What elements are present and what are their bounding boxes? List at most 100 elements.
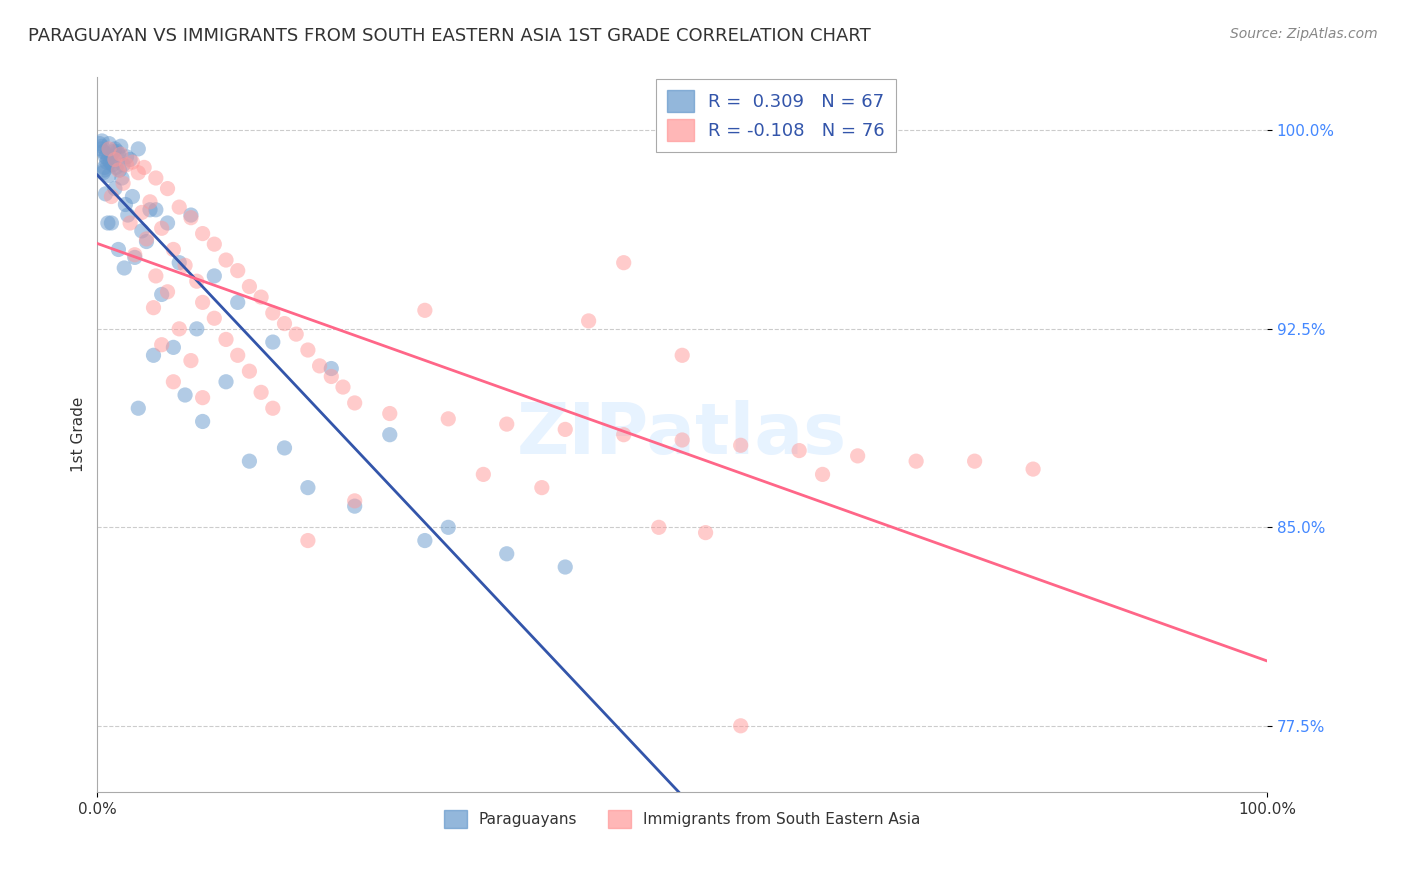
Point — [97, 216, 120, 230]
Point — [131, 224, 153, 238]
Point — [730, 719, 752, 733]
Point — [94, 186, 117, 201]
Point — [186, 274, 208, 288]
Point — [108, 163, 131, 178]
Point — [135, 235, 157, 249]
Point — [238, 364, 260, 378]
Point — [139, 202, 162, 217]
Point — [191, 391, 214, 405]
Point — [671, 433, 693, 447]
Point — [238, 454, 260, 468]
Point — [111, 171, 134, 186]
Point — [174, 258, 197, 272]
Point — [191, 414, 214, 428]
Point — [104, 181, 127, 195]
Point — [343, 396, 366, 410]
Point — [89, 136, 111, 151]
Point — [107, 243, 129, 257]
Point — [905, 454, 928, 468]
Point — [121, 155, 143, 169]
Point — [811, 467, 834, 482]
Point — [167, 200, 190, 214]
Point — [613, 427, 636, 442]
Point — [156, 181, 179, 195]
Point — [167, 255, 190, 269]
Point — [495, 417, 517, 431]
Point — [180, 211, 202, 225]
Point — [98, 155, 121, 169]
Point — [648, 520, 671, 534]
Point — [91, 145, 114, 159]
Point — [105, 145, 128, 159]
Point — [142, 348, 165, 362]
Point — [437, 412, 460, 426]
Point — [104, 142, 127, 156]
Point — [98, 169, 121, 183]
Point — [297, 481, 319, 495]
Point — [114, 197, 136, 211]
Point — [297, 533, 319, 548]
Point — [846, 449, 869, 463]
Point — [186, 322, 208, 336]
Point — [97, 153, 120, 167]
Point — [115, 150, 138, 164]
Point — [613, 255, 636, 269]
Point — [90, 142, 112, 156]
Point — [107, 147, 129, 161]
Point — [530, 481, 553, 495]
Point — [139, 194, 162, 209]
Point — [730, 438, 752, 452]
Point — [787, 443, 810, 458]
Point — [101, 158, 124, 172]
Point — [100, 150, 122, 164]
Point — [98, 136, 121, 151]
Point — [117, 208, 139, 222]
Point — [963, 454, 986, 468]
Y-axis label: 1st Grade: 1st Grade — [72, 397, 86, 473]
Point — [378, 427, 401, 442]
Point — [202, 311, 225, 326]
Point — [472, 467, 495, 482]
Point — [134, 161, 156, 175]
Point — [100, 189, 122, 203]
Point — [93, 161, 115, 175]
Point — [94, 150, 117, 164]
Point — [121, 189, 143, 203]
Point — [215, 253, 238, 268]
Point — [321, 361, 343, 376]
Point — [120, 153, 142, 167]
Point — [127, 166, 149, 180]
Point — [162, 375, 184, 389]
Point — [96, 155, 118, 169]
Point — [226, 263, 249, 277]
Point — [162, 340, 184, 354]
Point — [250, 385, 273, 400]
Point — [112, 176, 135, 190]
Point — [124, 248, 146, 262]
Point — [96, 147, 118, 161]
Point — [191, 227, 214, 241]
Point — [297, 343, 319, 357]
Point — [162, 243, 184, 257]
Point — [107, 163, 129, 178]
Point — [413, 533, 436, 548]
Point — [191, 295, 214, 310]
Point — [226, 348, 249, 362]
Point — [91, 139, 114, 153]
Point — [145, 268, 167, 283]
Point — [174, 388, 197, 402]
Point — [273, 317, 295, 331]
Point — [150, 287, 173, 301]
Point — [285, 327, 308, 342]
Point — [308, 359, 330, 373]
Point — [135, 232, 157, 246]
Point — [91, 134, 114, 148]
Legend: Paraguayans, Immigrants from South Eastern Asia: Paraguayans, Immigrants from South Easte… — [437, 804, 927, 834]
Point — [156, 285, 179, 299]
Point — [120, 216, 142, 230]
Point — [100, 216, 122, 230]
Point — [238, 279, 260, 293]
Point — [142, 301, 165, 315]
Point — [321, 369, 343, 384]
Point — [145, 202, 167, 217]
